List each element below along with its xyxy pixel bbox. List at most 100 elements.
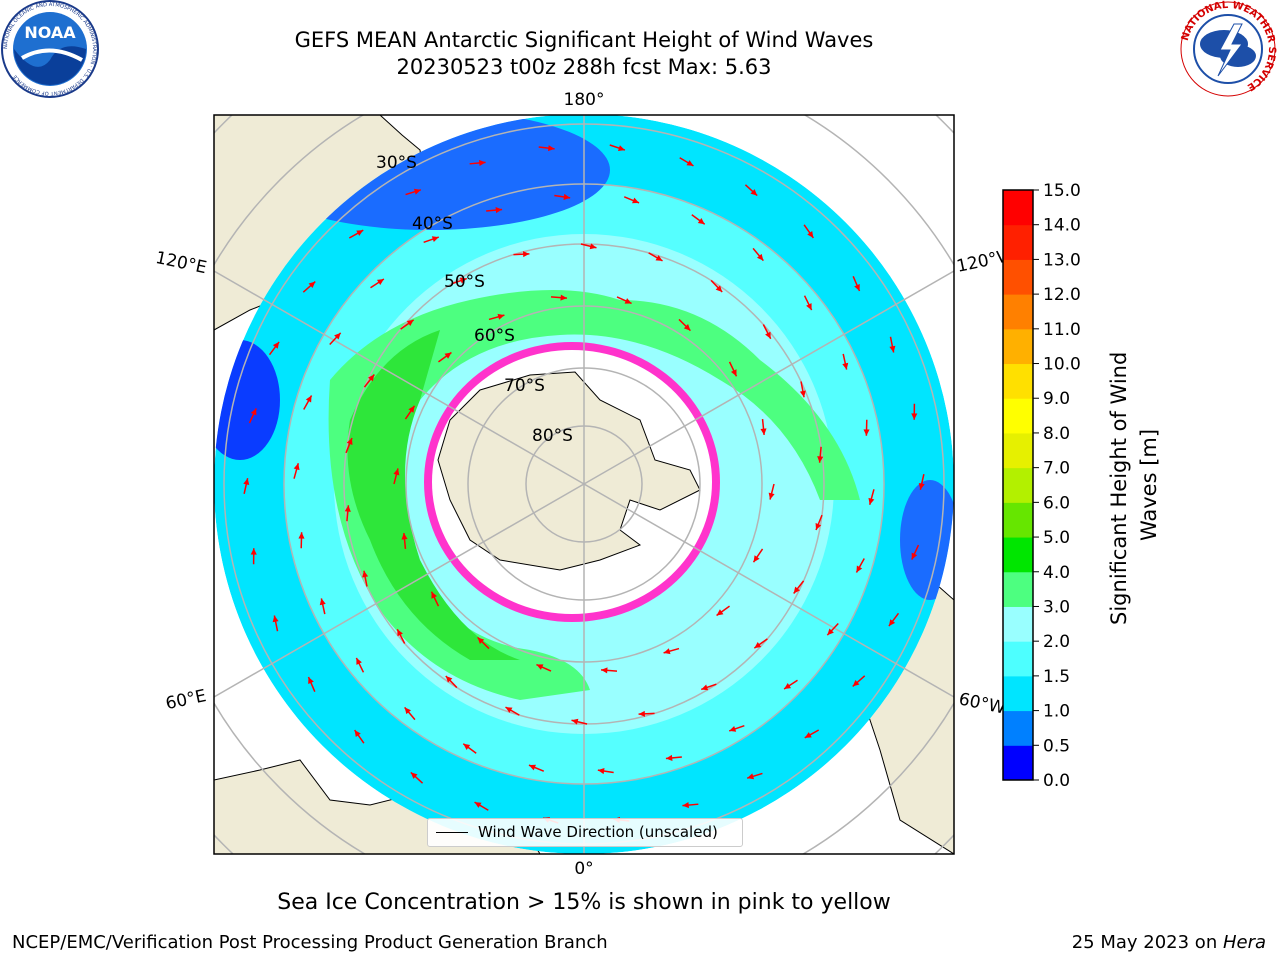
wave-arrow-head	[682, 802, 689, 809]
wave-arrow-head	[272, 615, 279, 623]
wave-arrow-head	[272, 341, 280, 349]
wave-arrow-head	[617, 145, 625, 151]
wave-arrow-head	[765, 331, 771, 339]
antarctica-land	[437, 371, 701, 571]
colorbar-tick-label: 1.0	[1043, 702, 1070, 722]
colorbar-segment	[1003, 571, 1033, 607]
wave-arrow-head	[505, 707, 513, 713]
nws-logo: NATIONAL WEATHER SERVICE	[1180, 0, 1277, 97]
lon-label-60e: 60°E	[164, 686, 208, 714]
lon-label-180: 180°	[564, 90, 605, 110]
wave-arrow-head	[406, 319, 414, 327]
map-frame	[213, 114, 955, 855]
wave-arrow-head	[806, 303, 812, 311]
wave-arrow-head	[463, 743, 471, 750]
colorbar-segment	[1003, 502, 1033, 538]
colorbar-tick-label: 1.5	[1043, 667, 1070, 687]
meridian-lines	[214, 115, 954, 854]
colorbar: 0.0 0.5 1.0 1.5 2.0 3.0 4.0 5.0 6.0 7.0 8.0 9.0 10.0…	[1002, 181, 1081, 791]
wave-arrow-head	[804, 732, 812, 738]
wave-arrow-head	[459, 277, 467, 284]
colorbar-segment	[1003, 675, 1033, 712]
wave-arrow-head	[911, 413, 918, 420]
svg-text:Significant Height of Wind: Significant Height of Wind Waves [m]	[1107, 345, 1161, 625]
colorbar-tick-label: 8.0	[1043, 424, 1070, 444]
wave-arrow-head	[701, 684, 709, 691]
lat-label-60s: 60°S	[474, 326, 515, 346]
colorbar-label: Significant Height of Wind Waves [m]	[1107, 345, 1161, 625]
wave-arrow-head	[638, 710, 646, 717]
colorbar-segment	[1003, 363, 1033, 399]
colorbar-tick-label: 9.0	[1043, 389, 1070, 409]
wave-arrow-head	[799, 390, 806, 398]
wave-arrow-head	[243, 478, 250, 486]
lat-label-40s: 40°S	[412, 214, 453, 234]
wave-arrow-head	[686, 160, 694, 166]
lon-label-0: 0°	[574, 859, 593, 879]
wave-arrow-head	[479, 159, 486, 166]
noaa-text: NOAA	[24, 23, 76, 42]
wave-arrow-head	[308, 281, 316, 289]
wave-arrow-head	[334, 332, 341, 340]
colorbar-segment	[1003, 745, 1033, 781]
wave-arrow-head	[413, 188, 421, 195]
colorbar-tick-label: 2.0	[1043, 632, 1070, 652]
wave-arrow-head	[250, 548, 257, 555]
wave-arrow-head	[522, 251, 530, 258]
map-legend: Wind Wave Direction (unscaled)	[427, 818, 743, 847]
wave-arrow-head	[601, 667, 608, 674]
wave-arrow-head	[344, 505, 351, 512]
wave-arrow-head	[319, 598, 326, 606]
colorbar-tick-label: 5.0	[1043, 528, 1070, 548]
wave-arrow-head	[376, 279, 384, 286]
colorbar-segment	[1003, 467, 1033, 503]
wave-arrow-head	[397, 629, 403, 637]
wave-arrow-head	[760, 428, 767, 435]
wave-arrow-head	[632, 197, 640, 204]
lon-label-120e: 120°E	[154, 248, 209, 278]
colorbar-tick-label: 13.0	[1043, 250, 1081, 270]
wave-arrow-head	[495, 207, 503, 214]
wave-arrow-head	[715, 285, 723, 293]
wave-arrow-head	[571, 718, 579, 725]
footer-date: 25 May 2023 on Hera	[1072, 932, 1266, 953]
footer-date-text: 25 May 2023 on	[1071, 932, 1223, 953]
wave-arrow-head	[729, 725, 737, 732]
wave-arrow-head	[401, 533, 408, 540]
lon-label-60w: 60°W	[957, 689, 1007, 718]
colorbar-segment	[1003, 606, 1033, 642]
wave-arrow-head	[298, 532, 305, 539]
wave-arrow-head	[477, 637, 485, 644]
wave-arrow-head	[305, 395, 312, 403]
sea-ice-caption: Sea Ice Concentration > 15% is shown in …	[277, 890, 891, 915]
wave-arrow-head	[393, 468, 400, 476]
colorbar-segment	[1003, 398, 1033, 434]
colorbar-tick-label: 12.0	[1043, 285, 1081, 305]
colorbar-tick-label: 10.0	[1043, 355, 1081, 375]
wave-arrow-head	[589, 243, 597, 250]
colorbar-tick-label: 4.0	[1043, 563, 1070, 583]
wave-arrow-head	[597, 768, 605, 775]
wave-arrow-head	[308, 677, 314, 685]
wave-arrow-head	[889, 345, 896, 353]
wave-arrow-head	[528, 764, 536, 771]
wave-arrow-head	[754, 641, 762, 649]
forecast-subtitle: 20230523 t00z 288h fcst Max: 5.63	[396, 55, 772, 79]
colorbar-segment	[1003, 259, 1033, 295]
colorbar-frame	[1002, 189, 1034, 781]
wave-arrow-head	[856, 565, 863, 573]
wave-arrow-head	[356, 230, 364, 236]
lat-label-70s: 70°S	[504, 376, 545, 396]
colorbar-segment	[1003, 432, 1033, 469]
legend-label: Wind Wave Direction (unscaled)	[478, 823, 718, 841]
wave-arrow-head	[547, 145, 555, 152]
colorbar-segment	[1003, 328, 1033, 365]
wave-arrow-head	[445, 675, 453, 683]
colorbar-tick-label: 15.0	[1043, 181, 1081, 201]
colorbar-tick-label: 0.0	[1043, 771, 1070, 791]
colorbar-segment	[1003, 294, 1033, 330]
wave-arrow-head	[536, 664, 544, 670]
wave-arrow-head	[563, 193, 571, 200]
wave-arrow-head	[560, 294, 567, 301]
